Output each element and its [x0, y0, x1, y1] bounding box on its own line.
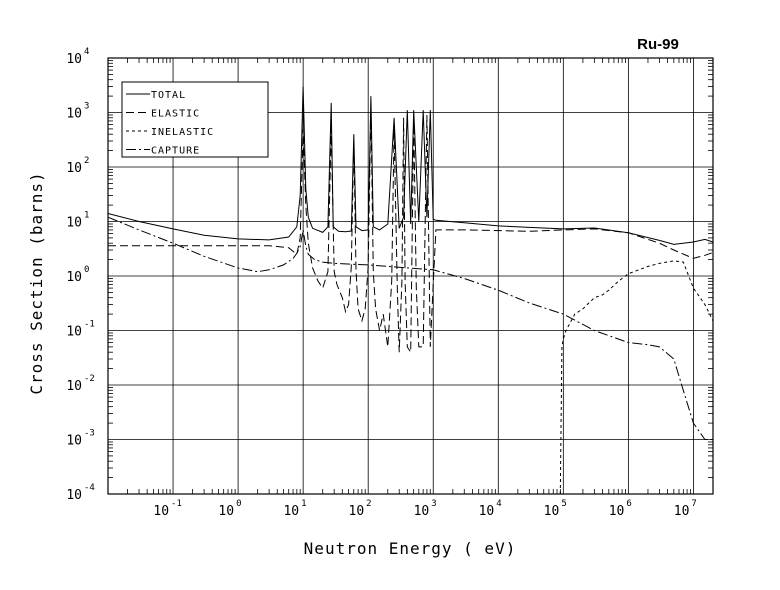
y-tick-label: 10 -1	[66, 320, 95, 340]
plot-frame	[107, 57, 714, 495]
svg-text:2: 2	[366, 499, 371, 509]
svg-text:4: 4	[84, 47, 89, 57]
svg-text:-1: -1	[84, 320, 95, 330]
svg-text:5: 5	[561, 499, 566, 509]
svg-text:1: 1	[84, 211, 89, 221]
x-tick-labels: 10 -1 10 0 10 1 10 2 10 3 10 4 10 5 10 6 10 7	[153, 499, 696, 519]
svg-text:10: 10	[66, 216, 82, 231]
svg-text:10: 10	[66, 270, 82, 285]
legend-label: INELASTIC	[151, 127, 214, 138]
legend-item-elastic: ELASTIC	[126, 109, 200, 120]
svg-text:10: 10	[66, 161, 82, 176]
svg-text:10: 10	[349, 504, 365, 519]
y-tick-label: 10 4	[66, 47, 89, 67]
legend-item-inelastic: INELASTIC	[126, 127, 214, 138]
svg-text:0: 0	[236, 499, 241, 509]
series-layer	[107, 86, 714, 495]
y-tick-label: 10 3	[66, 102, 89, 122]
legend-label: ELASTIC	[151, 109, 200, 120]
svg-text:4: 4	[496, 499, 501, 509]
series-line-elastic	[108, 106, 714, 354]
series-line-total	[107, 86, 714, 245]
x-tick-label: 10 5	[544, 499, 567, 519]
svg-text:10: 10	[66, 488, 82, 503]
y-tick-label: 10 2	[66, 156, 89, 176]
x-tick-label: 10 7	[674, 499, 697, 519]
svg-text:3: 3	[84, 102, 89, 112]
x-tick-label: 10 4	[479, 499, 502, 519]
svg-text:1: 1	[301, 499, 306, 509]
y-tick-label: 10 1	[66, 211, 89, 231]
svg-text:7: 7	[691, 499, 696, 509]
legend: TOTAL ELASTIC INELASTIC CAPTURE	[121, 81, 269, 158]
svg-text:-3: -3	[84, 429, 95, 439]
svg-text:10: 10	[674, 504, 690, 519]
svg-text:10: 10	[544, 504, 560, 519]
svg-text:6: 6	[626, 499, 631, 509]
svg-text:-2: -2	[84, 374, 95, 384]
svg-text:10: 10	[153, 504, 169, 519]
series-line-inelastic	[559, 260, 714, 495]
legend-item-capture: CAPTURE	[126, 146, 200, 157]
svg-text:2: 2	[84, 156, 89, 166]
y-tick-label: 10 0	[66, 265, 89, 285]
y-tick-label: 10 -4	[66, 483, 95, 503]
svg-text:10: 10	[414, 504, 430, 519]
svg-text:10: 10	[66, 325, 82, 340]
svg-text:10: 10	[218, 504, 234, 519]
legend-item-total: TOTAL	[126, 90, 186, 101]
svg-text:-1: -1	[171, 499, 182, 509]
y-axis-title: Cross Section (barns)	[27, 171, 46, 394]
x-tick-label: 10 -1	[153, 499, 182, 519]
x-axis-title: Neutron Energy ( eV)	[304, 539, 517, 558]
x-tick-label: 10 0	[218, 499, 241, 519]
chart-title: Ru-99	[637, 36, 679, 53]
series-line-capture	[107, 216, 713, 440]
svg-text:10: 10	[66, 107, 82, 122]
svg-text:3: 3	[431, 499, 436, 509]
svg-text:10: 10	[66, 52, 82, 67]
legend-label: TOTAL	[151, 90, 186, 101]
svg-text:10: 10	[66, 434, 82, 449]
x-tick-label: 10 1	[283, 499, 306, 519]
svg-text:10: 10	[283, 504, 299, 519]
y-tick-label: 10 -3	[66, 429, 95, 449]
x-tick-label: 10 3	[414, 499, 437, 519]
svg-text:10: 10	[66, 379, 82, 394]
svg-text:10: 10	[479, 504, 495, 519]
x-tick-label: 10 6	[609, 499, 632, 519]
legend-label: CAPTURE	[151, 146, 200, 157]
svg-text:-4: -4	[84, 483, 95, 493]
x-tick-label: 10 2	[349, 499, 372, 519]
svg-text:10: 10	[609, 504, 625, 519]
svg-text:0: 0	[84, 265, 89, 275]
y-tick-label: 10 -2	[66, 374, 95, 394]
